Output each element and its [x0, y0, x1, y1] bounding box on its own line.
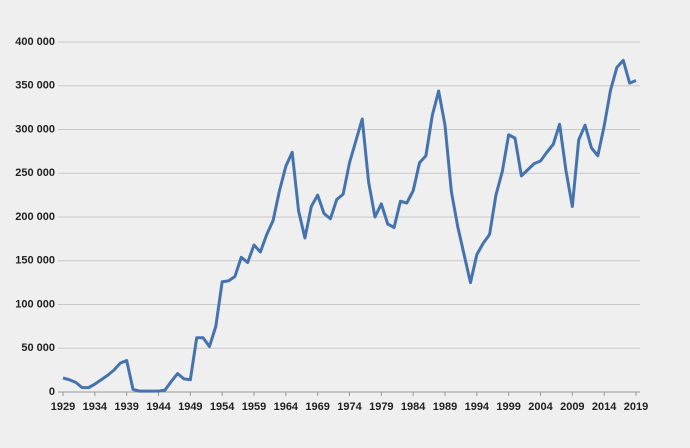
y-tick-label: 150 000: [15, 255, 55, 267]
y-tick-label: 250 000: [15, 167, 55, 179]
x-tick-label: 1969: [305, 401, 329, 413]
x-tick-label: 1994: [465, 401, 490, 413]
x-tick-label: 1934: [83, 401, 108, 413]
y-tick-label: 100 000: [15, 298, 55, 310]
x-tick-label: 1999: [496, 401, 520, 413]
x-tick-label: 1984: [401, 401, 426, 413]
y-tick-label: 350 000: [15, 80, 55, 92]
x-tick-label: 1944: [146, 401, 171, 413]
x-tick-label: 1989: [433, 401, 457, 413]
y-tick-label: 0: [49, 386, 55, 398]
x-tick-label: 1979: [369, 401, 393, 413]
x-tick-label: 2004: [528, 401, 553, 413]
y-tick-label: 300 000: [15, 123, 55, 135]
x-tick-label: 1939: [114, 401, 138, 413]
x-tick-label: 1974: [337, 401, 362, 413]
x-tick-label: 1949: [178, 401, 202, 413]
x-tick-label: 1954: [210, 401, 235, 413]
data-line: [62, 58, 637, 393]
x-tick-label: 2014: [592, 401, 617, 413]
x-tick-label: 2019: [624, 401, 648, 413]
x-tick-label: 1964: [274, 401, 299, 413]
x-tick-label: 2009: [560, 401, 584, 413]
x-tick-label: 1929: [51, 401, 75, 413]
x-tick-label: 1959: [242, 401, 266, 413]
y-tick-label: 400 000: [15, 36, 55, 48]
y-tick-label: 200 000: [15, 211, 55, 223]
y-tick-label: 50 000: [21, 342, 55, 354]
